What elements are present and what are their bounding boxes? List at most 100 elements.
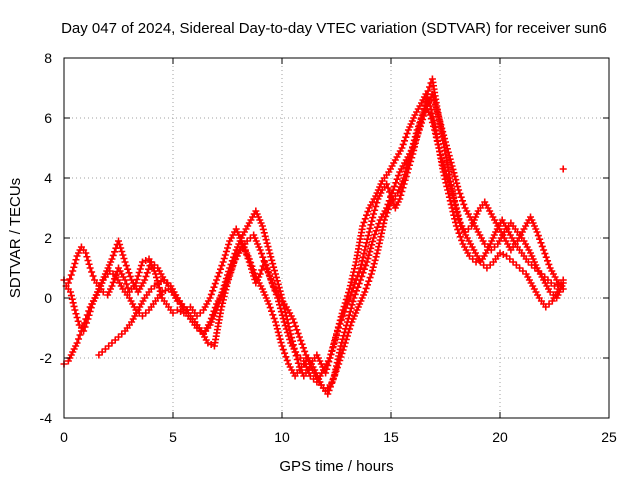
- data-point: [74, 317, 82, 325]
- data-point: [217, 265, 225, 273]
- data-point: [357, 260, 365, 268]
- data-point: [369, 237, 377, 245]
- data-point: [264, 268, 272, 276]
- data-point: [278, 294, 286, 302]
- data-point: [268, 256, 276, 264]
- data-point: [433, 137, 441, 145]
- data-point: [559, 165, 567, 173]
- data-point: [347, 304, 355, 312]
- data-point: [356, 264, 364, 272]
- data-point: [338, 316, 346, 324]
- data-point: [214, 272, 222, 280]
- axes: 0 5 10 15 20 25 -4 -2 0 2 4 6 8: [40, 50, 617, 445]
- data-point: [402, 133, 410, 141]
- data-point: [366, 224, 374, 232]
- data-point: [135, 269, 143, 276]
- data-point: [438, 158, 446, 166]
- data-point: [292, 322, 300, 330]
- data-point: [226, 270, 234, 278]
- data-point: [431, 126, 439, 134]
- data-point: [496, 249, 504, 257]
- data-point: [432, 133, 440, 141]
- data-point: [434, 111, 442, 119]
- data-point: [286, 326, 294, 334]
- data-point: [290, 344, 298, 352]
- data-point: [351, 261, 359, 269]
- data-point: [345, 296, 353, 304]
- data-point: [429, 93, 437, 101]
- data-point: [454, 183, 462, 191]
- data-point: [81, 323, 89, 331]
- data-point: [418, 119, 426, 127]
- data-point: [351, 290, 359, 298]
- data-point: [361, 246, 369, 254]
- y-tick-label: 6: [44, 110, 52, 126]
- data-point: [431, 130, 439, 138]
- data-point: [409, 144, 417, 152]
- data-point: [369, 263, 377, 271]
- data-point: [350, 294, 358, 302]
- data-point: [450, 169, 458, 177]
- data-point: [540, 246, 548, 254]
- data-point: [268, 278, 276, 286]
- x-tick-label: 5: [169, 429, 177, 445]
- data-point: [439, 162, 447, 170]
- data-point: [134, 272, 142, 280]
- data-point: [345, 311, 353, 319]
- data-point: [410, 140, 418, 148]
- data-point: [122, 262, 130, 270]
- data-point: [283, 356, 291, 364]
- data-point: [141, 276, 149, 284]
- data-point: [364, 255, 372, 263]
- data-point: [338, 339, 346, 347]
- data-point: [371, 230, 379, 238]
- data-point: [348, 275, 356, 283]
- data-point: [426, 83, 434, 91]
- data-point: [433, 107, 441, 115]
- data-point: [84, 257, 92, 264]
- data-point: [279, 298, 287, 306]
- data-point: [301, 347, 309, 355]
- data-point: [259, 253, 267, 261]
- data-point: [86, 264, 94, 272]
- data-point: [247, 259, 255, 267]
- data-point: [411, 137, 419, 145]
- data-point: [428, 119, 436, 126]
- data-point: [350, 265, 358, 273]
- data-point: [270, 314, 278, 322]
- data-point: [343, 318, 351, 326]
- data-point: [373, 199, 381, 207]
- data-point: [431, 100, 439, 108]
- data-point: [264, 243, 272, 251]
- data-point: [157, 278, 165, 285]
- data-point: [443, 145, 451, 153]
- data-point: [265, 271, 273, 279]
- data-point: [227, 266, 235, 274]
- data-point: [445, 152, 453, 160]
- data-point: [394, 172, 402, 180]
- data-point: [118, 248, 126, 255]
- data-point: [398, 144, 406, 152]
- data-point: [155, 284, 163, 292]
- data-point: [293, 326, 301, 334]
- data-point: [261, 260, 269, 268]
- data-point: [370, 234, 378, 242]
- data-point: [143, 269, 151, 277]
- data-point: [207, 341, 215, 348]
- data-point: [287, 330, 295, 338]
- data-point: [373, 223, 381, 231]
- data-point: [267, 275, 275, 283]
- data-point: [83, 319, 91, 327]
- y-tick-label: -4: [40, 410, 53, 426]
- data-point: [274, 280, 282, 288]
- data-point: [363, 281, 371, 289]
- data-point: [447, 182, 455, 190]
- data-point: [161, 287, 169, 294]
- data-point: [392, 179, 400, 187]
- data-point: [456, 218, 464, 226]
- y-tick-label: -2: [40, 350, 53, 366]
- data-point: [450, 193, 458, 201]
- data-point: [329, 343, 337, 351]
- data-point: [534, 232, 542, 240]
- data-point: [282, 353, 290, 361]
